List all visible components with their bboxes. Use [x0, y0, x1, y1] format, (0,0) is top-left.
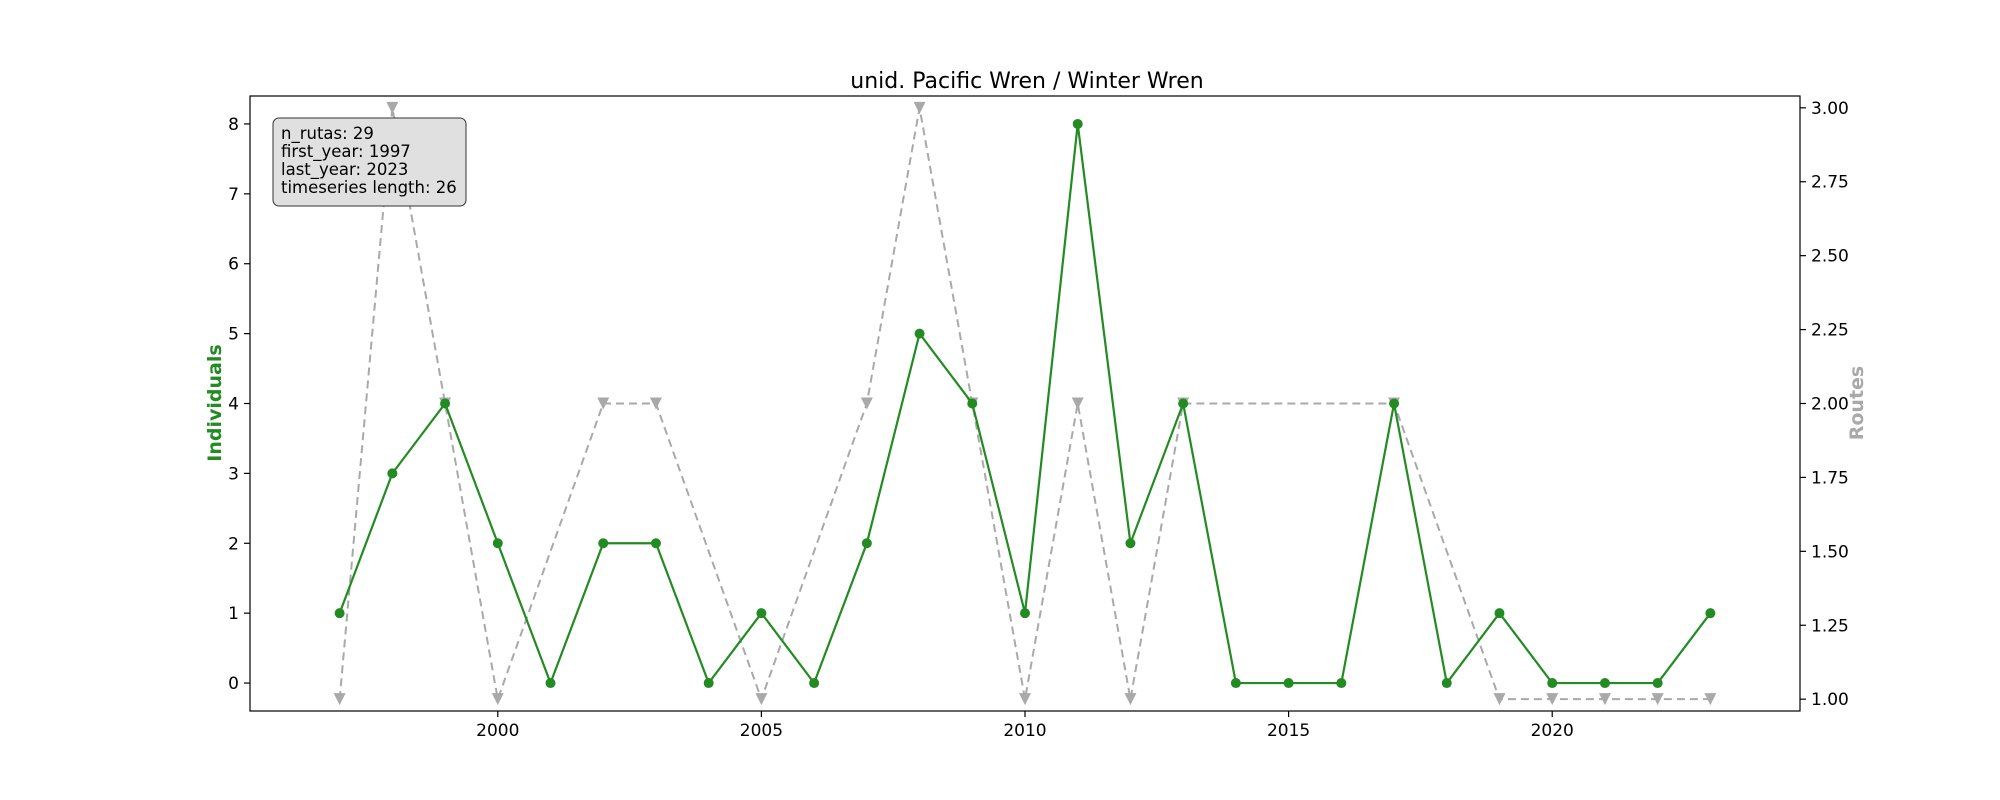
- x-tick-label: 2000: [476, 721, 519, 741]
- data-point: [650, 538, 661, 549]
- data-point: [1704, 693, 1717, 706]
- data-point: [1230, 678, 1241, 689]
- y-left-tick-label: 5: [228, 325, 239, 345]
- data-point: [967, 398, 978, 409]
- info-box: n_rutas: 29 first_year: 1997 last_year: …: [272, 117, 467, 207]
- y-left-tick-label: 6: [228, 255, 239, 275]
- y-right-tick-label: 3.00: [1811, 99, 1849, 119]
- data-point: [1072, 118, 1083, 129]
- x-tick-label: 2020: [1531, 721, 1574, 741]
- y-left-tick-label: 2: [228, 534, 239, 554]
- y-axis-left-label: Individuals: [204, 344, 226, 461]
- data-point: [861, 538, 872, 549]
- info-line-first-year: first_year: 1997: [281, 142, 411, 162]
- y-axis-right: 1.00 1.25 1.50 1.75 2.00 2.25 2.50 2.75 3.00: [1800, 99, 1849, 710]
- y-axis-left: 0 1 2 3 4 5 6 7 8: [228, 115, 250, 694]
- y-axis-right-label: Routes: [1846, 366, 1868, 441]
- data-point: [440, 398, 451, 409]
- data-point: [755, 693, 768, 706]
- data-point: [1124, 693, 1137, 706]
- data-point: [1651, 693, 1664, 706]
- y-right-tick-label: 2.50: [1811, 247, 1849, 267]
- data-point: [1336, 678, 1347, 689]
- x-tick-label: 2010: [1003, 721, 1046, 741]
- data-point: [1547, 678, 1558, 689]
- data-point: [649, 397, 662, 410]
- info-line-timeseries-length: timeseries length: 26: [281, 178, 457, 197]
- data-point: [1389, 398, 1400, 409]
- data-point: [703, 678, 714, 689]
- data-point: [1598, 693, 1611, 706]
- data-point: [598, 538, 609, 549]
- y-left-tick-label: 4: [228, 395, 239, 415]
- data-point: [1019, 693, 1031, 706]
- data-point: [597, 397, 610, 410]
- data-point: [334, 608, 345, 619]
- y-left-tick-label: 7: [228, 185, 239, 205]
- data-point: [492, 538, 503, 549]
- data-point: [491, 693, 504, 706]
- data-point: [860, 397, 873, 410]
- data-point: [1493, 693, 1506, 706]
- data-point: [809, 678, 820, 689]
- data-point: [756, 608, 767, 619]
- y-left-tick-label: 1: [228, 604, 239, 624]
- data-point: [1441, 678, 1452, 689]
- data-point: [1705, 608, 1716, 619]
- data-point: [1546, 693, 1559, 706]
- y-left-tick-label: 8: [228, 115, 239, 135]
- data-point: [545, 678, 556, 689]
- data-point: [1071, 397, 1084, 410]
- series-line-routes: [338, 107, 1711, 704]
- y-right-tick-label: 1.25: [1811, 616, 1849, 636]
- y-right-tick-label: 2.25: [1811, 321, 1849, 341]
- y-left-tick-label: 0: [228, 674, 239, 694]
- data-point: [1494, 608, 1505, 619]
- y-left-tick-label: 3: [228, 464, 239, 484]
- info-line-last-year: last_year: 2023: [281, 160, 408, 180]
- data-point: [914, 328, 925, 339]
- data-point: [1125, 538, 1136, 549]
- y-right-tick-label: 2.75: [1811, 173, 1849, 193]
- data-point: [1599, 678, 1610, 689]
- data-point: [1283, 678, 1294, 689]
- x-axis: 2000 2005 2010 2015 2020: [476, 711, 1574, 741]
- y-right-tick-label: 2.00: [1811, 395, 1849, 415]
- y-right-tick-label: 1.00: [1811, 690, 1849, 710]
- info-box-background: [272, 117, 467, 207]
- x-tick-label: 2005: [740, 721, 783, 741]
- series-line-individuals: [338, 123, 1712, 687]
- data-point: [333, 693, 346, 706]
- data-point: [1178, 398, 1189, 409]
- y-right-tick-label: 1.75: [1811, 468, 1849, 488]
- data-point: [1652, 678, 1663, 689]
- data-point: [1020, 608, 1030, 619]
- series-layer: [333, 101, 1717, 706]
- x-tick-label: 2015: [1267, 721, 1310, 741]
- series-individuals: [334, 118, 1716, 689]
- y-right-tick-label: 1.50: [1811, 542, 1849, 562]
- data-point: [913, 101, 926, 114]
- data-point: [387, 468, 398, 479]
- data-point: [386, 101, 399, 114]
- chart-title: unid. Pacific Wren / Winter Wren: [850, 69, 1203, 94]
- info-line-n-rutas: n_rutas: 29: [281, 124, 374, 144]
